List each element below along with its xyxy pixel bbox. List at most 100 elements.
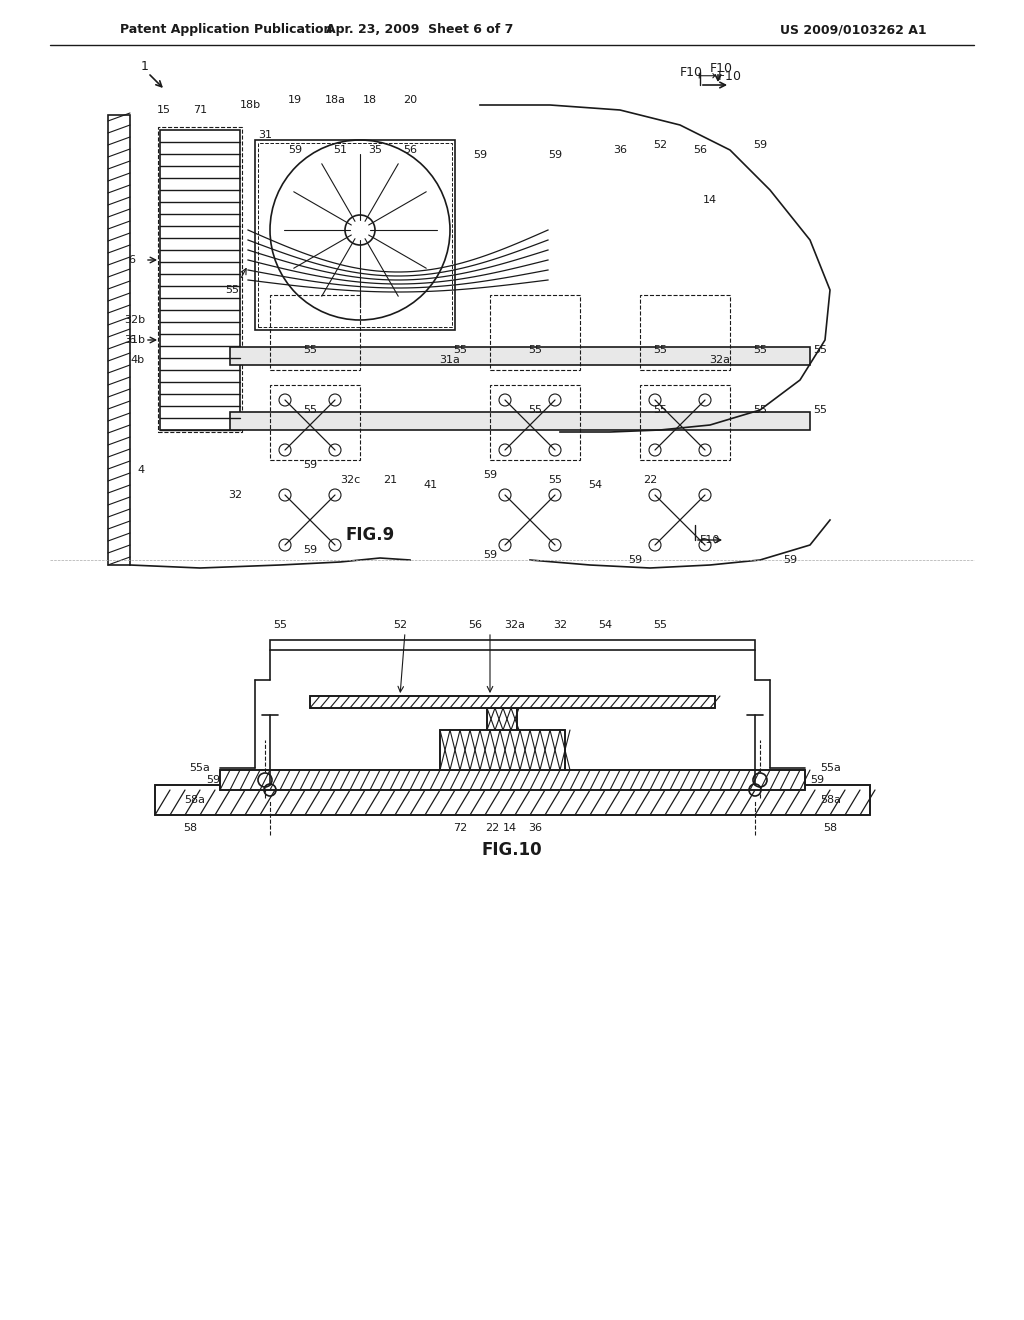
Text: 55: 55 [653, 620, 667, 630]
Text: 14: 14 [503, 822, 517, 833]
Text: 55: 55 [303, 345, 317, 355]
Text: 56: 56 [468, 620, 482, 630]
Text: F10: F10 [680, 66, 703, 78]
Text: 58a: 58a [184, 795, 205, 805]
Text: 55: 55 [548, 475, 562, 484]
Bar [487, 708, 517, 730]
Text: 52: 52 [393, 620, 408, 630]
Bar [160, 129, 240, 430]
Text: 55a: 55a [189, 763, 210, 774]
Text: 59: 59 [628, 554, 642, 565]
Text: 31a: 31a [439, 355, 461, 366]
Bar [270, 294, 360, 370]
Text: 41: 41 [423, 480, 437, 490]
Text: 32a: 32a [505, 620, 525, 630]
Text: 71: 71 [193, 106, 207, 115]
Text: Patent Application Publication: Patent Application Publication [120, 24, 333, 37]
Bar [270, 640, 755, 649]
Text: 59: 59 [303, 459, 317, 470]
Text: F10: F10 [700, 535, 720, 545]
Text: 55: 55 [813, 345, 827, 355]
Text: 6: 6 [128, 335, 135, 345]
Text: 58: 58 [823, 822, 837, 833]
Text: 52: 52 [653, 140, 667, 150]
Bar [108, 115, 130, 565]
Text: 14: 14 [702, 195, 717, 205]
Text: US 2009/0103262 A1: US 2009/0103262 A1 [780, 24, 927, 37]
Text: 21: 21 [383, 475, 397, 484]
Text: 56: 56 [403, 145, 417, 154]
Text: 58: 58 [183, 822, 197, 833]
Bar [310, 696, 715, 708]
Text: 6: 6 [128, 255, 135, 265]
Text: 22: 22 [643, 475, 657, 484]
Text: 56: 56 [693, 145, 707, 154]
Bar [310, 696, 715, 708]
Text: 15: 15 [157, 106, 171, 115]
Text: 55: 55 [528, 405, 542, 414]
Text: 1: 1 [141, 61, 148, 74]
Text: 55: 55 [273, 620, 287, 630]
Bar [640, 385, 730, 459]
Text: F10: F10 [710, 62, 733, 74]
Text: 55: 55 [303, 405, 317, 414]
Text: 72: 72 [453, 822, 467, 833]
Text: 58a: 58a [820, 795, 841, 805]
Text: 54: 54 [598, 620, 612, 630]
Text: FIG.10: FIG.10 [481, 841, 543, 859]
Text: 19: 19 [288, 95, 302, 106]
Bar [255, 140, 455, 330]
Text: 4b: 4b [131, 355, 145, 366]
Text: $\longmapsto$F10: $\longmapsto$F10 [695, 70, 742, 83]
Text: 55: 55 [813, 405, 827, 414]
Text: 32b: 32b [124, 315, 145, 325]
Text: 59: 59 [548, 150, 562, 160]
Text: 55a: 55a [820, 763, 841, 774]
Text: 32: 32 [228, 490, 242, 500]
Bar [158, 127, 242, 432]
Text: FIG.9: FIG.9 [345, 525, 394, 544]
Bar [155, 785, 870, 814]
Text: 36: 36 [528, 822, 542, 833]
Text: 51: 51 [333, 145, 347, 154]
Bar [490, 385, 580, 459]
Text: 55: 55 [225, 285, 239, 294]
Text: 59: 59 [810, 775, 824, 785]
Text: 32a: 32a [710, 355, 730, 366]
Text: 55: 55 [753, 345, 767, 355]
Text: 59: 59 [483, 470, 497, 480]
Text: 59: 59 [288, 145, 302, 154]
Text: 59: 59 [483, 550, 497, 560]
Text: 55: 55 [653, 405, 667, 414]
Bar [220, 770, 805, 789]
Text: 22: 22 [485, 822, 499, 833]
Bar [220, 770, 805, 789]
Text: 32: 32 [553, 620, 567, 630]
Text: 59: 59 [753, 140, 767, 150]
Text: 18b: 18b [240, 100, 260, 110]
Bar [230, 412, 810, 430]
Text: 32c: 32c [340, 475, 360, 484]
Text: 31: 31 [258, 129, 272, 140]
Text: 18a: 18a [325, 95, 345, 106]
Text: 59: 59 [473, 150, 487, 160]
Bar [258, 143, 452, 327]
Text: 59: 59 [783, 554, 797, 565]
Text: 35: 35 [368, 145, 382, 154]
Text: Apr. 23, 2009  Sheet 6 of 7: Apr. 23, 2009 Sheet 6 of 7 [327, 24, 514, 37]
Text: 55: 55 [453, 345, 467, 355]
Text: 54: 54 [588, 480, 602, 490]
Text: 55: 55 [753, 405, 767, 414]
Text: 18: 18 [362, 95, 377, 106]
Text: 59: 59 [206, 775, 220, 785]
Bar [155, 785, 870, 814]
Text: 55: 55 [653, 345, 667, 355]
Text: 59: 59 [303, 545, 317, 554]
Bar [487, 708, 517, 730]
Text: 36: 36 [613, 145, 627, 154]
Bar [490, 294, 580, 370]
Bar [640, 294, 730, 370]
Text: 55: 55 [528, 345, 542, 355]
Bar [270, 385, 360, 459]
Text: 31b: 31b [124, 335, 145, 345]
